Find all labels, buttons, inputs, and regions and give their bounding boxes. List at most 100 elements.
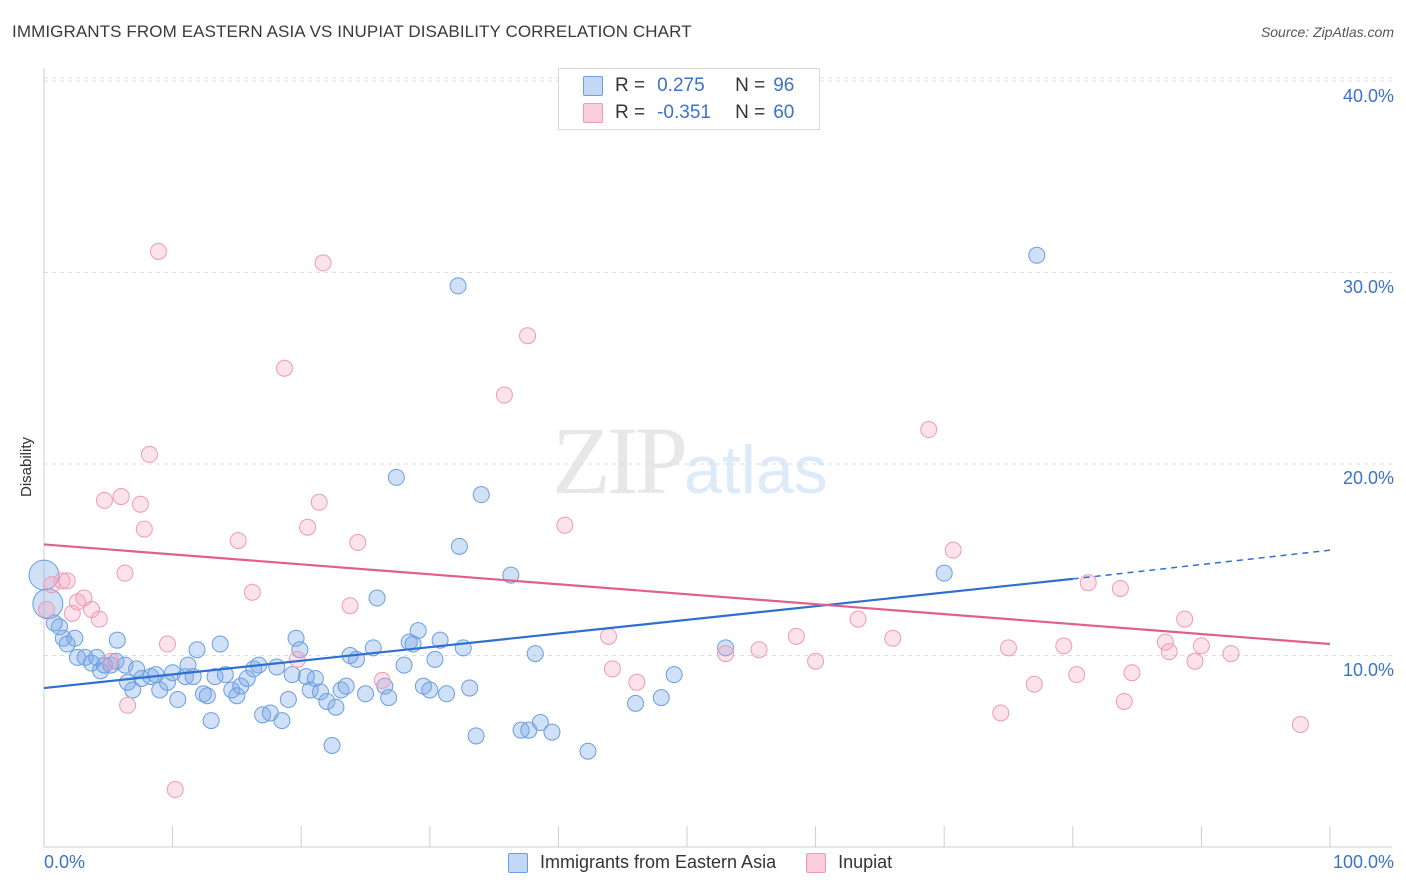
data-point-eastern-asia [409,622,427,640]
data-point-eastern-asia [652,689,670,707]
data-point-eastern-asia [526,645,544,663]
data-point-inupiat [58,572,76,590]
data-point-eastern-asia [211,635,229,653]
data-point-eastern-asia [45,614,63,632]
data-point-inupiat [288,650,306,668]
data-point-eastern-asia [438,685,456,703]
data-point-inupiat [884,629,902,647]
data-point-eastern-asia [108,631,126,649]
data-point-inupiat [1025,675,1043,693]
trend-line-inupiat [43,543,1331,646]
data-point-eastern-asia [543,723,561,741]
data-point-eastern-asia [238,669,256,687]
stats-legend: R = 0.275 N = 96 R = -0.351 N = 60 [558,68,820,130]
data-point-inupiat [166,781,184,799]
data-point-inupiat [628,673,646,691]
data-point-inupiat [135,520,153,538]
data-point-inupiat [787,627,805,645]
data-point-eastern-asia [291,641,309,659]
data-point-inupiat [299,518,317,536]
data-point-inupiat [992,704,1010,722]
data-point-inupiat [1068,666,1086,684]
data-point-inupiat [1055,637,1073,655]
x-tick-label-max: 100.0% [1332,852,1394,872]
data-point-inupiat [519,327,537,345]
data-point-inupiat [341,597,359,615]
data-point-inupiat [920,421,938,439]
data-point-inupiat [229,532,247,550]
data-point-inupiat [140,445,158,463]
data-point-inupiat [849,610,867,628]
chart-source: Source: ZipAtlas.com [1260,24,1394,40]
data-point-eastern-asia [935,564,953,582]
data-point-inupiat [243,583,261,601]
data-point-inupiat [1123,664,1141,682]
data-point-eastern-asia [279,691,297,709]
y-tick-label: 10.0% [1342,660,1394,680]
data-point-inupiat [717,645,735,663]
legend-swatch-pink [806,852,827,873]
data-point-eastern-asia [28,559,60,591]
legend-r-label: R = [615,102,646,123]
legend-r-value: -0.351 [657,102,711,123]
series-legend: Immigrants from Eastern Asia Inupiat [508,852,922,873]
data-point-inupiat [1160,643,1178,661]
data-point-eastern-asia [531,714,549,732]
data-point-eastern-asia [1028,246,1046,264]
data-point-inupiat [1000,639,1017,657]
watermark-zip: ZIP [552,407,688,514]
data-point-inupiat [750,641,768,659]
data-point-inupiat [944,541,962,559]
data-point-inupiat [275,359,293,377]
data-point-eastern-asia [467,727,485,745]
data-point-inupiat [807,652,825,670]
data-point-inupiat [102,652,120,670]
data-point-inupiat [600,627,618,645]
x-tick-label-min: 0.0% [44,852,86,872]
series-legend-label: Inupiat [838,852,893,872]
data-point-eastern-asia [502,566,520,584]
legend-swatch-pink [583,103,603,123]
data-point-eastern-asia [421,681,439,699]
data-point-inupiat [38,601,56,619]
data-point-eastern-asia [202,712,220,730]
legend-n-value: 96 [773,75,795,96]
data-point-inupiat [149,242,167,260]
data-point-inupiat [53,572,71,590]
stats-legend-row-pink: R = -0.351 N = 60 [583,102,794,124]
data-point-inupiat [158,635,176,653]
data-point-eastern-asia [306,669,324,687]
data-point-eastern-asia [323,737,341,755]
data-point-inupiat [310,493,328,511]
series-legend-item-pink: Inupiat [806,852,892,873]
data-point-eastern-asia [627,694,645,712]
data-point-eastern-asia [461,679,479,697]
trend-line-eastern-asia-extension [1072,549,1331,580]
chart-title: IMMIGRANTS FROM EASTERN ASIA VS INUPIAT … [12,22,692,41]
data-point-eastern-asia [449,277,467,295]
data-point-eastern-asia [318,692,336,710]
data-point-eastern-asia [268,658,286,676]
data-point-inupiat [95,491,113,509]
data-point-eastern-asia [450,537,468,555]
legend-swatch-blue [508,852,528,873]
data-point-inupiat [1291,715,1309,733]
y-tick-label: 40.0% [1342,86,1394,106]
data-point-eastern-asia [717,639,735,657]
data-point-eastern-asia [169,691,187,709]
data-point-eastern-asia [76,648,94,666]
legend-r-value: 0.275 [657,75,705,96]
trend-line-eastern-asia [43,577,1073,690]
data-point-eastern-asia [380,689,398,707]
data-point-inupiat [373,671,391,689]
data-point-inupiat [1192,637,1210,655]
data-point-eastern-asia [188,641,206,659]
data-point-eastern-asia [395,656,413,674]
data-point-eastern-asia [287,629,305,647]
data-point-eastern-asia [124,681,142,699]
data-point-inupiat [112,488,130,506]
watermark: ZIPatlas [552,405,828,516]
data-point-inupiat [314,254,332,272]
data-point-inupiat [131,495,149,513]
